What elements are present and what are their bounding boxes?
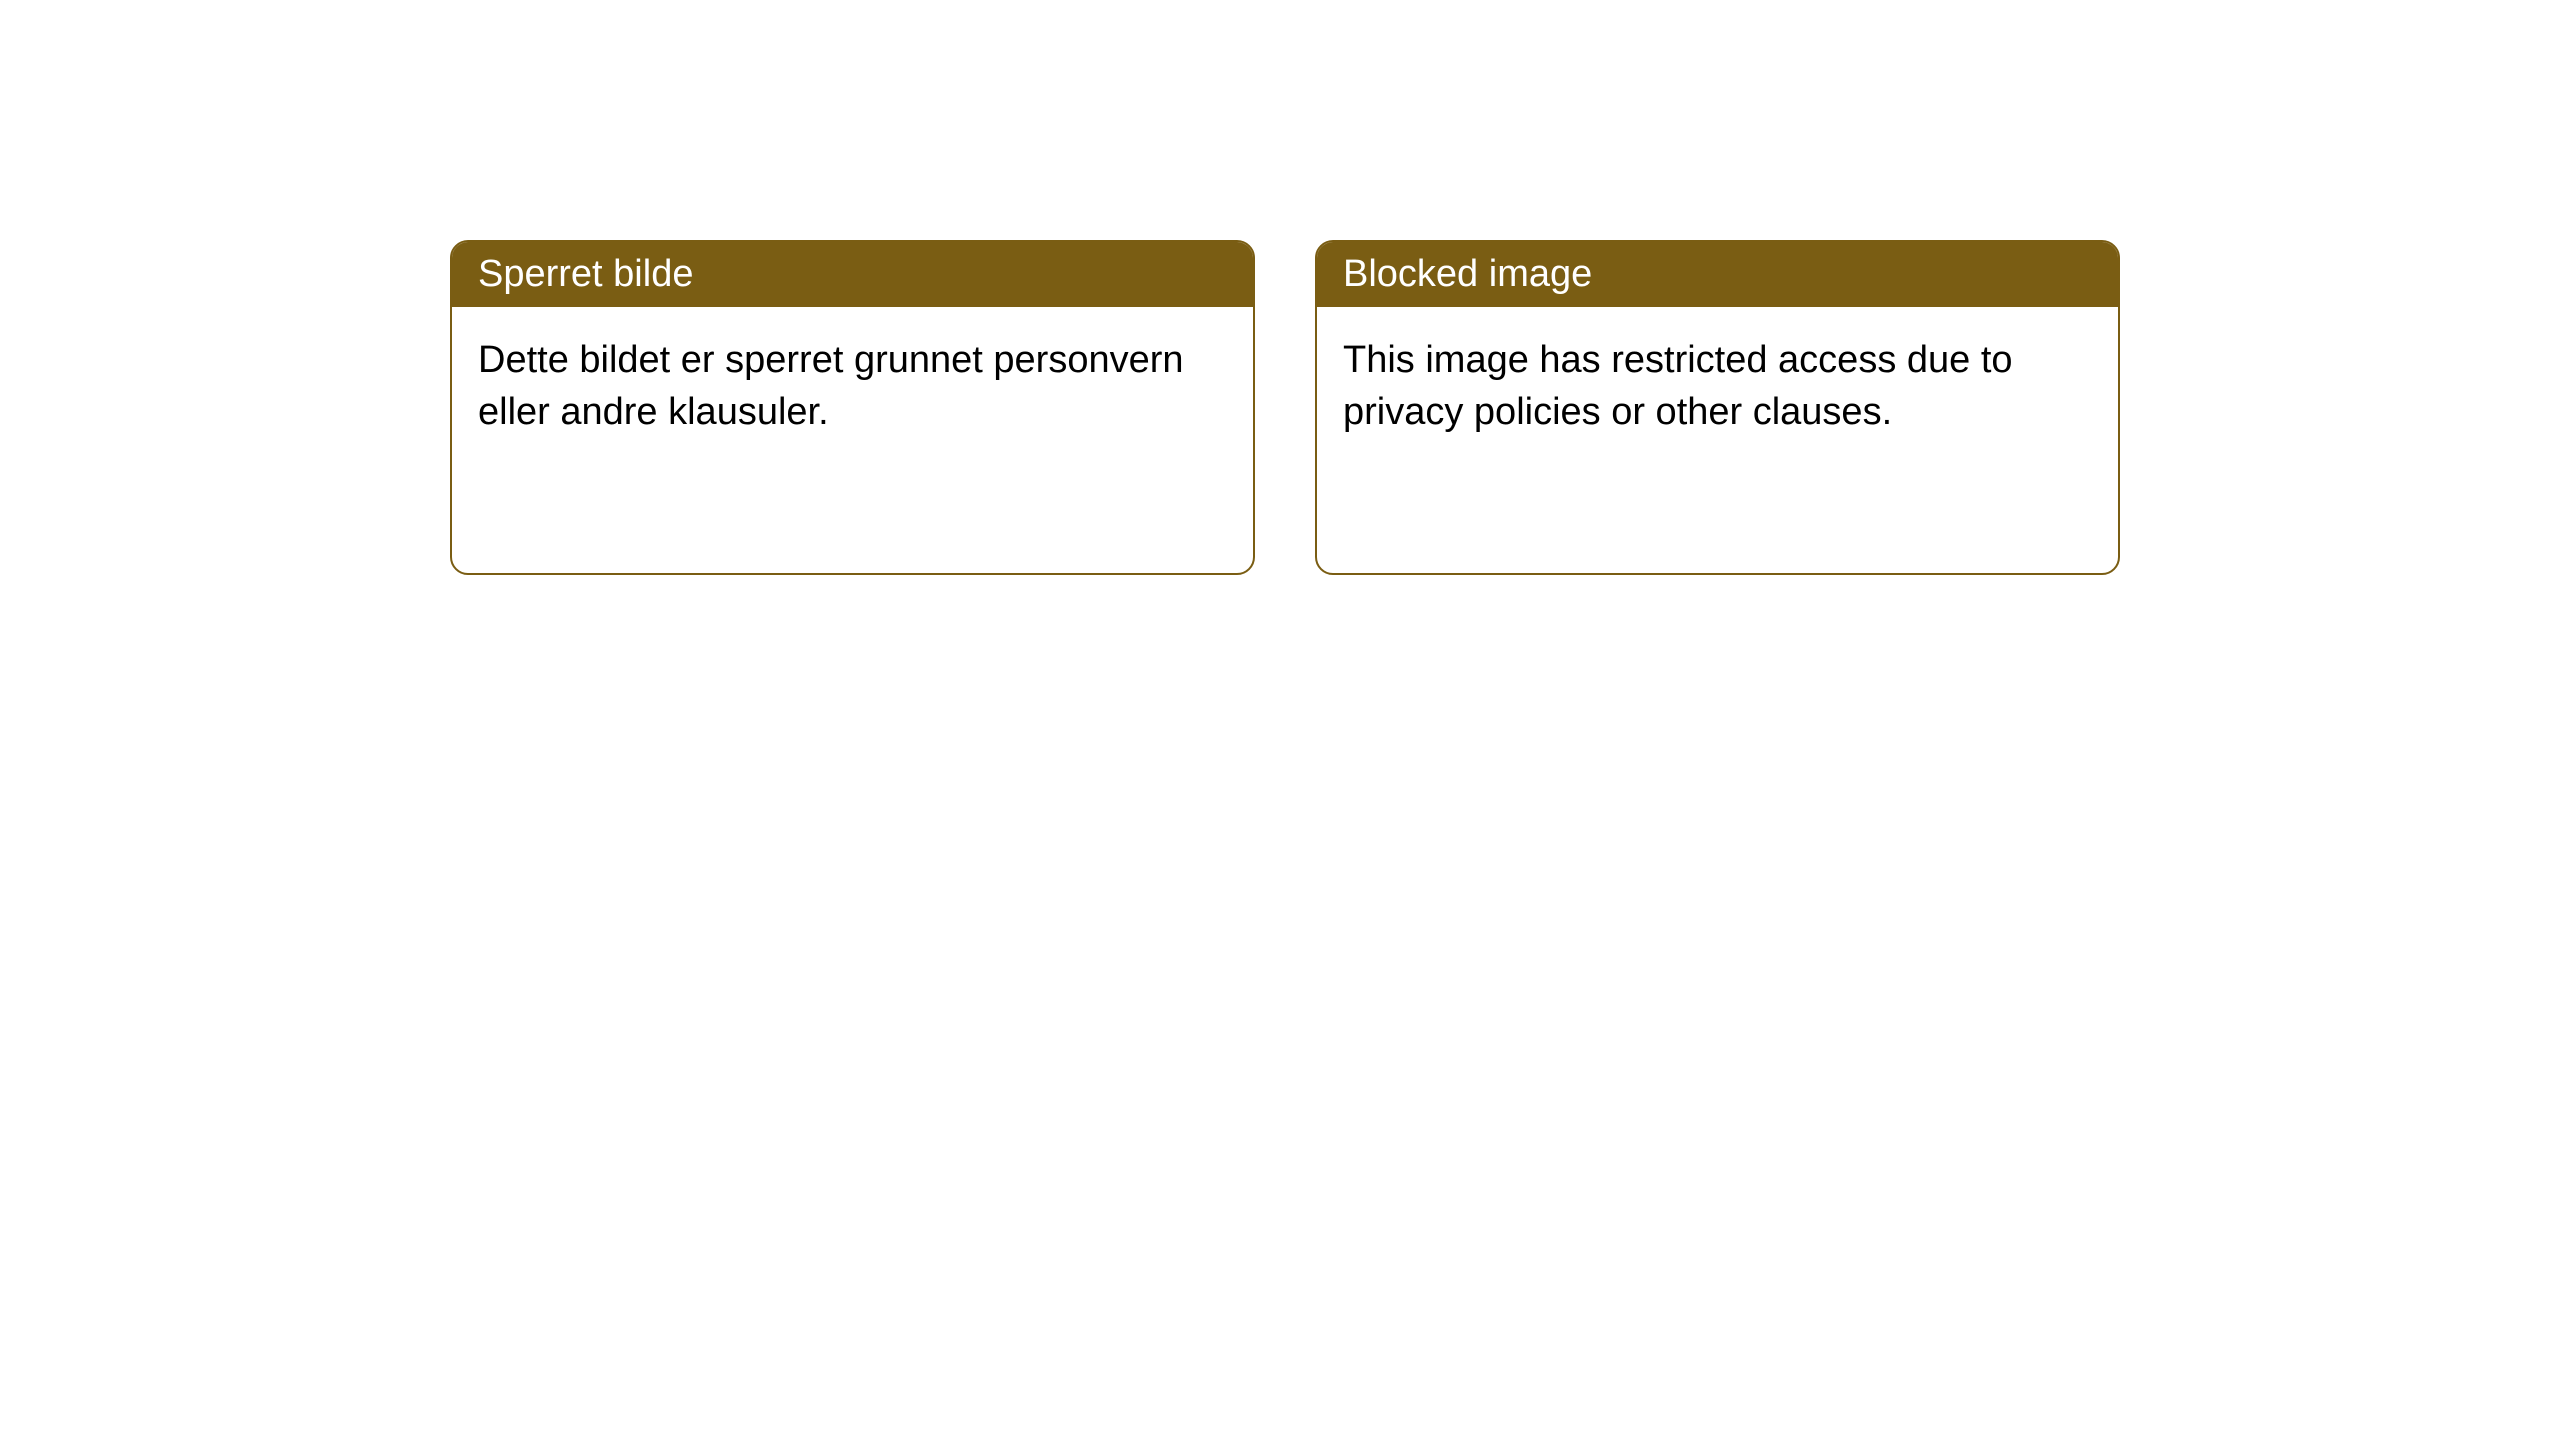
blocked-image-card-no: Sperret bilde Dette bildet er sperret gr… bbox=[450, 240, 1255, 575]
card-header: Sperret bilde bbox=[452, 242, 1253, 307]
card-body: This image has restricted access due to … bbox=[1317, 307, 2118, 466]
blocked-image-card-en: Blocked image This image has restricted … bbox=[1315, 240, 2120, 575]
card-body: Dette bildet er sperret grunnet personve… bbox=[452, 307, 1253, 466]
cards-container: Sperret bilde Dette bildet er sperret gr… bbox=[0, 0, 2560, 575]
card-header: Blocked image bbox=[1317, 242, 2118, 307]
